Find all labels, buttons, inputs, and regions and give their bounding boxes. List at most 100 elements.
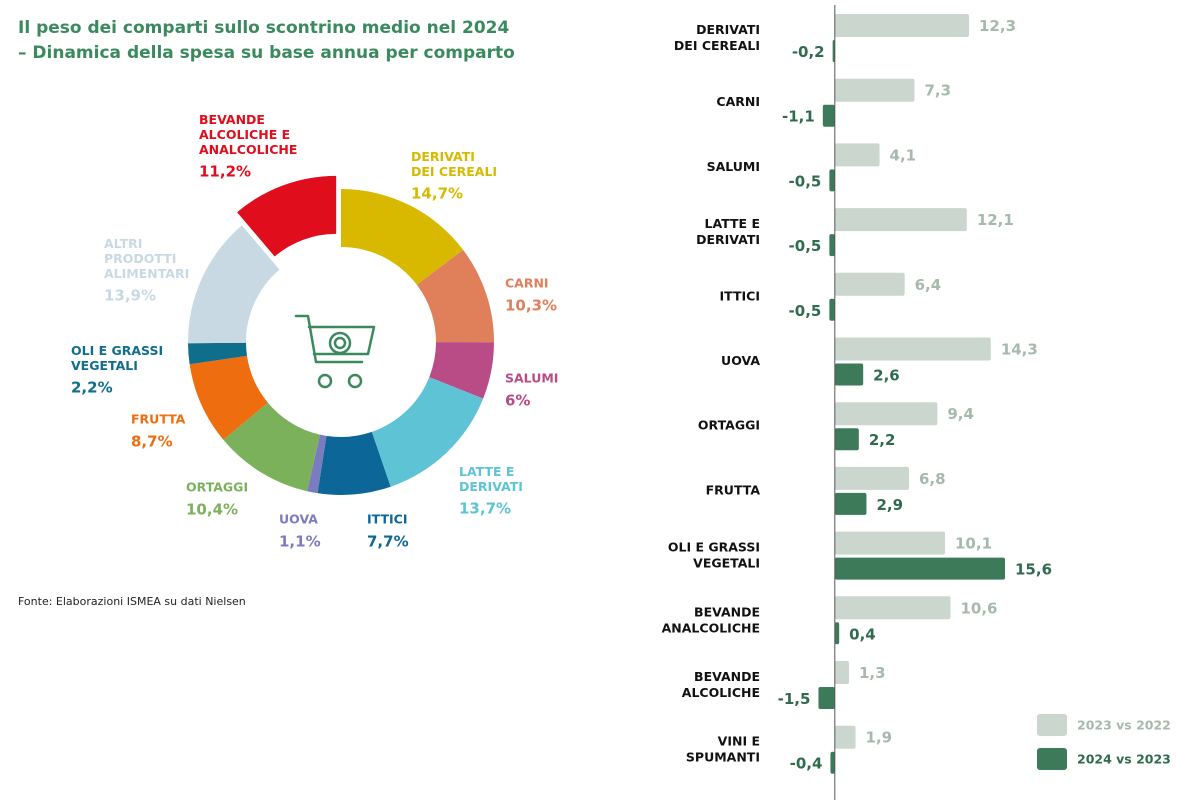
legend-swatch <box>1037 748 1067 770</box>
slice-label: SALUMI <box>505 371 558 386</box>
donut-slice <box>317 431 391 495</box>
bar <box>834 661 849 684</box>
donut-slice <box>416 249 494 343</box>
slice-value-label: 6% <box>505 392 530 410</box>
slice-value-label: 8,7% <box>131 433 173 451</box>
category-label: OLI E GRASSI VEGETALI <box>668 539 760 570</box>
slice-value-label: 10,3% <box>505 297 557 315</box>
slice-label: CARNI <box>505 276 549 291</box>
bar-value-label: -0,5 <box>789 302 822 320</box>
category-label: UOVA <box>721 353 760 368</box>
bar-value-label: 1,9 <box>866 729 893 747</box>
bar <box>834 272 905 296</box>
category-label: CARNI <box>716 94 760 109</box>
bar <box>832 40 835 62</box>
donut-slice <box>341 189 464 285</box>
bar <box>830 751 835 774</box>
bar <box>834 402 938 426</box>
cart-icon <box>294 314 376 389</box>
bar <box>834 143 880 167</box>
bar <box>834 208 967 232</box>
category-label: LATTE E DERIVATI <box>696 216 760 247</box>
category-label: BEVANDE ANALCOLICHE <box>662 604 760 635</box>
bar <box>834 531 945 555</box>
legend-label: 2023 vs 2022 <box>1077 718 1171 733</box>
bar <box>818 687 835 709</box>
source-note: Fonte: Elaborazioni ISMEA su dati Nielse… <box>18 595 246 608</box>
slice-value-label: 11,2% <box>199 163 251 181</box>
slice-value-label: 2,2% <box>71 379 113 397</box>
donut-slice <box>307 434 327 494</box>
bar <box>834 492 867 515</box>
bar-value-label: 6,4 <box>915 276 942 294</box>
slice-value-label: 10,4% <box>186 501 238 519</box>
bar-value-label: 15,6 <box>1015 561 1052 579</box>
legend-label: 2024 vs 2023 <box>1077 752 1171 767</box>
slice-label: LATTE E DERIVATI <box>459 464 523 494</box>
bar-value-label: 14,3 <box>1001 341 1038 359</box>
bar-value-label: -0,5 <box>789 172 822 190</box>
category-label: ORTAGGI <box>698 418 760 433</box>
bar <box>829 169 835 192</box>
slice-label: ITTICI <box>367 512 407 527</box>
category-label: VINI E SPUMANTI <box>686 733 760 764</box>
bar <box>834 363 864 386</box>
donut-slice <box>223 402 320 492</box>
bar-value-label: -0,4 <box>790 755 823 773</box>
bar <box>834 725 856 749</box>
slice-value-label: 14,7% <box>411 185 463 203</box>
bar-value-label: -0,2 <box>792 43 825 61</box>
category-label: DERIVATI DEI CEREALI <box>674 22 760 53</box>
bar <box>834 78 915 102</box>
bar-value-label: 4,1 <box>890 146 917 164</box>
category-label: BEVANDE ALCOLICHE <box>682 669 760 700</box>
bar <box>834 596 951 620</box>
bar <box>834 557 1005 580</box>
donut-slice <box>188 225 280 344</box>
bar-value-label: 7,3 <box>924 82 951 100</box>
slice-value-label: 7,7% <box>367 533 409 551</box>
slice-label: FRUTTA <box>131 412 186 427</box>
bar <box>834 428 859 451</box>
bar-value-label: 12,1 <box>977 211 1014 229</box>
bar-value-label: -1,1 <box>782 108 815 126</box>
bar-value-label: 12,3 <box>979 17 1016 35</box>
donut-slice <box>429 342 494 399</box>
bar <box>822 104 835 127</box>
slice-label: ALTRI PRODOTTI ALIMENTARI <box>104 236 189 281</box>
category-label: FRUTTA <box>706 482 761 497</box>
bar-value-label: 1,3 <box>859 664 886 682</box>
bar <box>834 622 840 645</box>
donut-slice <box>188 342 248 365</box>
donut-slice <box>237 175 337 257</box>
bar <box>834 337 991 361</box>
bar <box>834 14 969 37</box>
slice-value-label: 1,1% <box>279 533 321 551</box>
bar-value-label: 10,6 <box>960 599 997 617</box>
bar-value-label: 2,6 <box>873 367 900 385</box>
bar <box>829 234 835 257</box>
bar-value-label: -1,5 <box>778 690 811 708</box>
bar <box>829 298 835 321</box>
category-label: SALUMI <box>707 159 760 174</box>
bar-value-label: 10,1 <box>955 535 992 553</box>
bar-value-label: 2,9 <box>876 496 903 514</box>
bar-value-label: 0,4 <box>849 625 876 643</box>
slice-label: OLI E GRASSI VEGETALI <box>71 343 163 373</box>
bar-value-label: 6,8 <box>919 470 946 488</box>
bar-value-label: 2,2 <box>869 431 896 449</box>
slice-label: ORTAGGI <box>186 480 248 495</box>
bar-value-label: 9,4 <box>947 405 974 423</box>
legend-swatch <box>1037 714 1067 736</box>
donut-slice <box>371 377 484 487</box>
donut-slice <box>189 355 268 440</box>
slice-value-label: 13,7% <box>459 500 511 518</box>
bar <box>834 466 909 490</box>
slice-label: BEVANDE ALCOLICHE E ANALCOLICHE <box>199 112 297 157</box>
chart-subtitle: – Dinamica della spesa su base annua per… <box>18 43 515 63</box>
bar-value-label: -0,5 <box>789 237 822 255</box>
slice-label: UOVA <box>279 512 318 527</box>
category-label: ITTICI <box>720 288 760 303</box>
slice-label: DERIVATI DEI CEREALI <box>411 149 497 179</box>
